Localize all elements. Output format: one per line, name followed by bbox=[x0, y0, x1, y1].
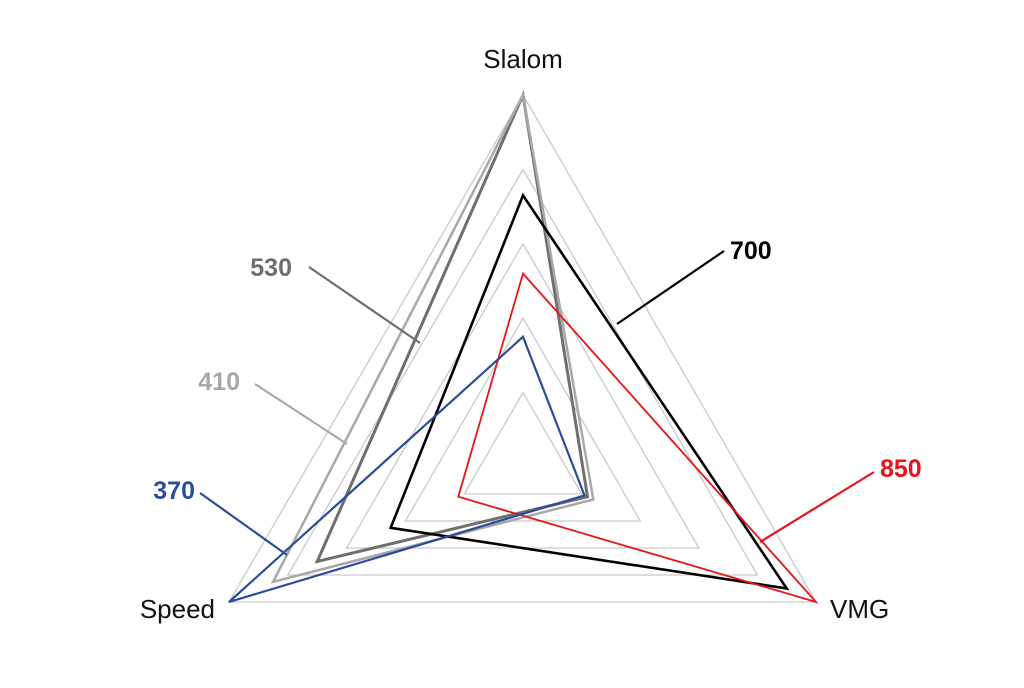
series-850-label: 850 bbox=[880, 455, 922, 483]
label-leader-lines bbox=[199, 250, 875, 556]
series-530-polygon bbox=[314, 89, 590, 564]
axis-label-vmg: VMG bbox=[830, 594, 889, 624]
labels: 530 410 700 850 370 Slalom VMG Speed bbox=[140, 44, 922, 624]
series-polygons bbox=[228, 89, 819, 604]
series-410-polygon bbox=[270, 91, 595, 584]
series-850-polygon bbox=[457, 271, 819, 604]
series-370-label: 370 bbox=[153, 477, 195, 505]
grid-ring-5 bbox=[227, 93, 818, 603]
grid-ring-2 bbox=[404, 316, 642, 522]
series-700-leader-line bbox=[616, 250, 725, 325]
axis-label-speed: Speed bbox=[140, 594, 215, 624]
radar-grid bbox=[227, 93, 818, 603]
series-370-polygon bbox=[228, 334, 586, 604]
series-530-leader-line bbox=[308, 266, 421, 344]
series-410-leader-line bbox=[254, 383, 348, 445]
series-700-polygon bbox=[388, 192, 790, 591]
series-370-leader-line bbox=[199, 492, 288, 556]
series-530-label: 530 bbox=[250, 254, 292, 282]
axis-label-slalom: Slalom bbox=[483, 44, 562, 74]
series-700-label: 700 bbox=[730, 237, 772, 265]
series-410-label: 410 bbox=[198, 368, 240, 396]
grid-ring-1 bbox=[463, 391, 583, 495]
series-850-leader-line bbox=[759, 471, 875, 543]
